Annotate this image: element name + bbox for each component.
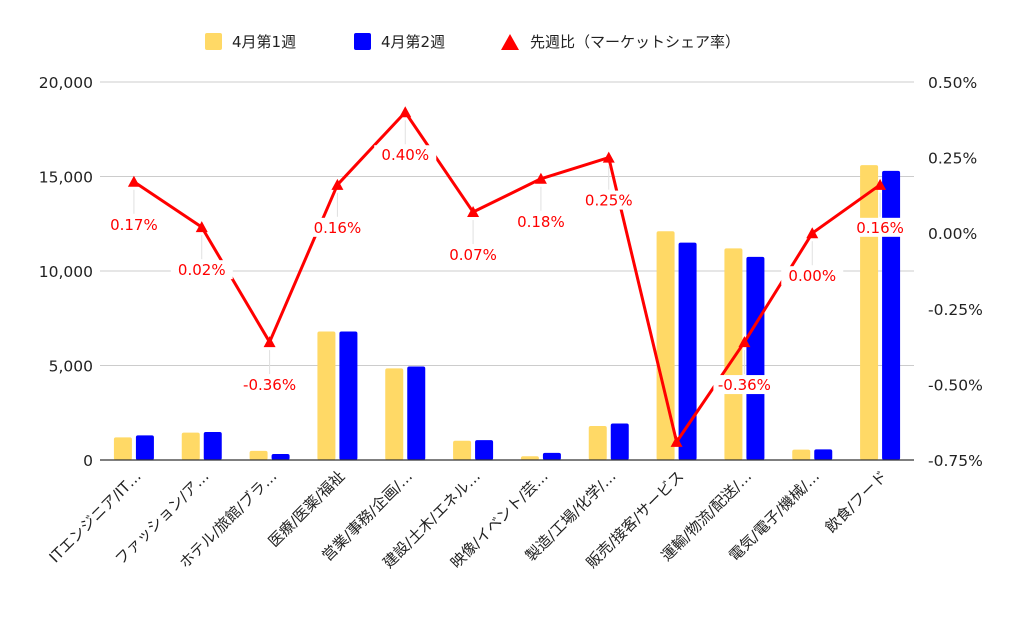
ratio-point-marker bbox=[195, 221, 208, 233]
point-label: 0.17% bbox=[110, 216, 158, 234]
bar-week2 bbox=[882, 170, 901, 460]
legend-item-ratio: 先週比（マーケットシェア率） bbox=[501, 33, 740, 51]
bar-week1 bbox=[656, 231, 675, 460]
legend-label-ratio: 先週比（マーケットシェア率） bbox=[530, 33, 740, 51]
point-label: -0.36% bbox=[718, 376, 771, 394]
ratio-point-marker bbox=[127, 175, 140, 187]
bar-week2 bbox=[339, 331, 358, 460]
bar-week1 bbox=[249, 450, 268, 460]
point-label-bg bbox=[442, 245, 505, 265]
right-tick-label: -0.75% bbox=[928, 452, 983, 470]
left-tick-label: 5,000 bbox=[49, 358, 93, 376]
ratio-point-marker bbox=[670, 435, 683, 447]
point-label: 0.07% bbox=[449, 246, 497, 264]
ratio-point-marker bbox=[534, 172, 547, 184]
bars bbox=[113, 165, 901, 460]
point-label: 0.00% bbox=[788, 267, 836, 285]
ratio-point-marker bbox=[263, 336, 276, 348]
bar-week2 bbox=[542, 452, 561, 460]
ratio-line bbox=[133, 110, 881, 444]
right-tick-label: 0.50% bbox=[928, 74, 977, 92]
point-label-bg bbox=[509, 211, 572, 231]
bar-week1 bbox=[724, 248, 743, 460]
bar-week1 bbox=[113, 437, 132, 460]
gridlines bbox=[100, 81, 914, 366]
point-label: 0.25% bbox=[585, 192, 633, 210]
bar-week1 bbox=[453, 440, 472, 460]
right-axis: -0.75% -0.50% -0.25% 0.00% 0.25% 0.50% bbox=[928, 74, 983, 470]
bar-week2 bbox=[407, 366, 426, 460]
left-tick-label: 10,000 bbox=[39, 263, 93, 281]
point-label: 0.40% bbox=[381, 146, 429, 164]
right-tick-label: -0.50% bbox=[928, 376, 983, 394]
bar-week1 bbox=[792, 449, 811, 460]
category-labels: ITエンジニア/IT…ファッション/ア…ホテル/旅館/ブラ…医療/医薬/福祉営業… bbox=[46, 467, 891, 572]
point-label-bg bbox=[849, 217, 912, 237]
point-label-bg bbox=[374, 145, 437, 165]
legend-label-week2: 4月第2週 bbox=[381, 33, 445, 51]
bar-week1 bbox=[860, 165, 879, 460]
bar-week1 bbox=[520, 456, 539, 460]
bar-week2 bbox=[746, 256, 765, 460]
point-label: -0.36% bbox=[243, 376, 296, 394]
point-label: 0.16% bbox=[856, 219, 904, 237]
bar-week2 bbox=[135, 435, 154, 460]
ratio-point-marker bbox=[874, 178, 887, 190]
point-label-bg bbox=[713, 375, 776, 395]
ratio-point-marker bbox=[399, 106, 412, 118]
point-label: 0.02% bbox=[178, 261, 226, 279]
left-tick-label: 15,000 bbox=[39, 169, 93, 187]
legend-item-week1: 4月第1週 bbox=[205, 33, 296, 51]
legend-item-week2: 4月第2週 bbox=[354, 33, 445, 51]
point-label-bg bbox=[170, 260, 233, 280]
bar-week1 bbox=[317, 331, 336, 460]
point-label: 0.16% bbox=[314, 219, 362, 237]
point-label-bg bbox=[781, 266, 844, 286]
point-label-bg bbox=[306, 217, 369, 237]
point-label-bg bbox=[102, 214, 165, 234]
legend-swatch-week1 bbox=[205, 33, 222, 50]
legend: 4月第1週 4月第2週 先週比（マーケットシェア率） bbox=[205, 33, 740, 51]
bar-week1 bbox=[588, 425, 607, 460]
ratio-point-marker bbox=[602, 151, 615, 163]
legend-label-week1: 4月第1週 bbox=[232, 33, 296, 51]
right-tick-label: -0.25% bbox=[928, 301, 983, 319]
legend-swatch-week2 bbox=[354, 33, 371, 50]
point-label: 0.18% bbox=[517, 213, 565, 231]
bar-week2 bbox=[610, 423, 629, 460]
ratio-point-marker bbox=[467, 206, 480, 218]
ratio-point-marker bbox=[331, 178, 344, 190]
right-tick-label: 0.25% bbox=[928, 150, 977, 168]
left-tick-label: 0 bbox=[83, 452, 93, 470]
ratio-line-series bbox=[127, 106, 887, 447]
category-label: 飲食/フード bbox=[822, 467, 891, 536]
point-label-bg bbox=[577, 190, 640, 210]
left-tick-label: 20,000 bbox=[39, 74, 93, 92]
left-axis: 0 5,000 10,000 15,000 20,000 bbox=[39, 74, 93, 470]
ratio-point-marker bbox=[738, 336, 751, 348]
bar-week2 bbox=[678, 242, 697, 460]
bar-week1 bbox=[181, 432, 200, 460]
legend-triangle-icon bbox=[501, 34, 519, 50]
point-label-bg bbox=[238, 375, 301, 395]
bar-week2 bbox=[814, 449, 833, 460]
bar-week2 bbox=[475, 440, 494, 460]
bar-week2 bbox=[271, 453, 290, 460]
ratio-point-labels: 0.17% 0.02% -0.36% 0.16% 0.40% 0.07% 0.18% 0.25… bbox=[102, 120, 912, 395]
ratio-point-marker bbox=[806, 227, 819, 239]
bar-week1 bbox=[385, 368, 404, 460]
bar-week2 bbox=[203, 432, 222, 460]
right-tick-label: 0.00% bbox=[928, 225, 977, 243]
